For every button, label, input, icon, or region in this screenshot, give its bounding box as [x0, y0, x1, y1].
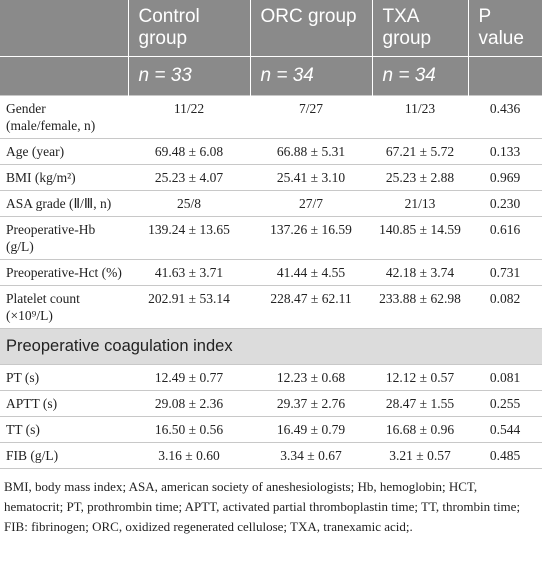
cell: 21/13	[372, 190, 468, 217]
cell: 202.91 ± 53.14	[128, 285, 250, 329]
cell	[467, 56, 542, 96]
data-row: Preoperative-Hct (%) 41.63 ± 3.71 41.44 ± …	[0, 259, 542, 286]
cell: 41.63 ± 3.71	[128, 259, 250, 286]
cell: 0.133	[468, 138, 542, 165]
cell: 12.49 ± 0.77	[128, 364, 250, 391]
data-row: BMI (kg/m²) 25.23 ± 4.07 25.41 ± 3.10 25.23…	[0, 164, 542, 191]
row-label: BMI (kg/m²)	[0, 164, 128, 191]
row-label: ASA grade (Ⅱ/Ⅲ, n)	[0, 190, 128, 217]
cell: 0.544	[468, 416, 542, 443]
cell: 27/7	[250, 190, 372, 217]
cell: 3.34 ± 0.67	[250, 442, 372, 469]
cell: 140.85 ± 14.59	[372, 216, 468, 260]
cell: 67.21 ± 5.72	[372, 138, 468, 165]
header-row: Control group ORC group TXA group P value	[0, 0, 542, 57]
cell: n = 34	[371, 56, 468, 96]
footnote: BMI, body mass index; ASA, american soci…	[4, 479, 521, 534]
data-row: TT (s) 16.50 ± 0.56 16.49 ± 0.79 16.68 ± 0.…	[0, 416, 542, 443]
cell: 42.18 ± 3.74	[372, 259, 468, 286]
section-row: Preoperative coagulation index	[0, 328, 542, 365]
row-label: Platelet count (×10⁹/L)	[0, 285, 128, 329]
cell: 29.08 ± 2.36	[128, 390, 250, 417]
row-label: Age (year)	[0, 138, 128, 165]
data-row: ASA grade (Ⅱ/Ⅲ, n) 25/8 27/7 21/13 0.230	[0, 190, 542, 217]
cell: 7/27	[250, 95, 372, 139]
cell: P value	[467, 0, 542, 57]
row-label	[0, 0, 128, 57]
cell: Control group	[127, 0, 250, 57]
row-label: FIB (g/L)	[0, 442, 128, 469]
cell: 3.16 ± 0.60	[128, 442, 250, 469]
row-label: Preoperative-Hct (%)	[0, 259, 128, 286]
row-label: APTT (s)	[0, 390, 128, 417]
row-label: PT (s)	[0, 364, 128, 391]
row-label: TT (s)	[0, 416, 128, 443]
cell: 12.12 ± 0.57	[372, 364, 468, 391]
cell: ORC group	[249, 0, 372, 57]
cell: 69.48 ± 6.08	[128, 138, 250, 165]
cell: 3.21 ± 0.57	[372, 442, 468, 469]
data-row: APTT (s) 29.08 ± 2.36 29.37 ± 2.76 28.47 ± …	[0, 390, 542, 417]
cell: 0.230	[468, 190, 542, 217]
cell: 25/8	[128, 190, 250, 217]
data-row: PT (s) 12.49 ± 0.77 12.23 ± 0.68 12.12 ± 0.…	[0, 364, 542, 391]
cell: 137.26 ± 16.59	[250, 216, 372, 260]
cell: 16.50 ± 0.56	[128, 416, 250, 443]
cell: 0.436	[468, 95, 542, 139]
cell: 0.616	[468, 216, 542, 260]
cell: 139.24 ± 13.65	[128, 216, 250, 260]
data-row: Age (year) 69.48 ± 6.08 66.88 ± 5.31 67.21 …	[0, 138, 542, 165]
cell: 25.23 ± 2.88	[372, 164, 468, 191]
cell: n = 33	[127, 56, 250, 96]
data-row: Preoperative-Hb (g/L) 139.24 ± 13.65 137.2…	[0, 216, 542, 260]
row-label: Gender (male/female, n)	[0, 95, 128, 139]
data-row: Platelet count (×10⁹/L) 202.91 ± 53.14 228…	[0, 285, 542, 329]
cell: 0.485	[468, 442, 542, 469]
cell: n = 34	[249, 56, 372, 96]
cell: 0.969	[468, 164, 542, 191]
cell: 66.88 ± 5.31	[250, 138, 372, 165]
cell: 16.49 ± 0.79	[250, 416, 372, 443]
cell: 29.37 ± 2.76	[250, 390, 372, 417]
cell: 25.23 ± 4.07	[128, 164, 250, 191]
cell: 25.41 ± 3.10	[250, 164, 372, 191]
row-label	[0, 56, 128, 96]
cell: 0.731	[468, 259, 542, 286]
cell: 0.081	[468, 364, 542, 391]
data-row: FIB (g/L) 3.16 ± 0.60 3.34 ± 0.67 3.21 ± 0.…	[0, 442, 542, 469]
cell: 0.255	[468, 390, 542, 417]
n-row: n = 33 n = 34 n = 34	[0, 56, 542, 96]
data-row: Gender (male/female, n) 11/22 7/27 11/23 0.4…	[0, 95, 542, 139]
cell: 233.88 ± 62.98	[372, 285, 468, 329]
table-body: Control group ORC group TXA group P value n …	[0, 0, 542, 469]
cell: 11/23	[372, 95, 468, 139]
cell: 12.23 ± 0.68	[250, 364, 372, 391]
section-label: Preoperative coagulation index	[0, 328, 542, 365]
row-label: Preoperative-Hb (g/L)	[0, 216, 128, 260]
cell: 11/22	[128, 95, 250, 139]
cell: 228.47 ± 62.11	[250, 285, 372, 329]
cell: TXA group	[371, 0, 468, 57]
cell: 0.082	[468, 285, 542, 329]
cell: 28.47 ± 1.55	[372, 390, 468, 417]
data-table: Control group ORC group TXA group P value n …	[0, 0, 542, 469]
cell: 41.44 ± 4.55	[250, 259, 372, 286]
cell: 16.68 ± 0.96	[372, 416, 468, 443]
